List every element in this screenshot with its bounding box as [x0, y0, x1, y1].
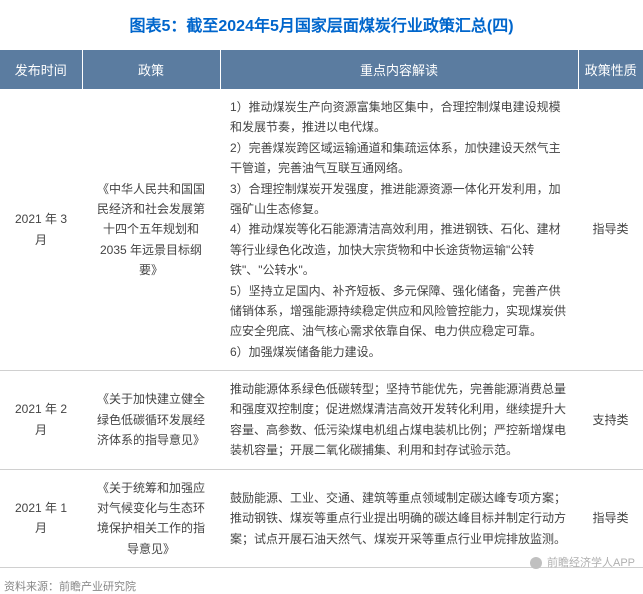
chart-title: 图表5：截至2024年5月国家层面煤炭行业政策汇总(四)	[0, 0, 643, 50]
content-line: 6）加强煤炭储备能力建设。	[230, 342, 568, 362]
cell-nature: 支持类	[578, 371, 643, 470]
content-line: 3）合理控制煤炭开发强度，推进能源资源一体化开发利用，加强矿山生态修复。	[230, 179, 568, 220]
cell-time: 2021 年 1 月	[0, 469, 82, 568]
table-row: 2021 年 1 月《关于统筹和加强应对气候变化与生态环境保护相关工作的指导意见…	[0, 469, 643, 568]
watermark-icon	[530, 557, 542, 569]
cell-time: 2021 年 3 月	[0, 89, 82, 371]
cell-time: 2021 年 2 月	[0, 371, 82, 470]
header-time: 发布时间	[0, 50, 82, 89]
policy-table: 发布时间 政策 重点内容解读 政策性质 2021 年 3 月《中华人民共和国国民…	[0, 50, 643, 568]
header-content: 重点内容解读	[220, 50, 578, 89]
content-line: 推动能源体系绿色低碳转型；坚持节能优先，完善能源消费总量和强度双控制度；促进燃煤…	[230, 379, 568, 461]
content-line: 5）坚持立足国内、补齐短板、多元保障、强化储备，完善产供储销体系，增强能源持续稳…	[230, 281, 568, 342]
content-line: 鼓励能源、工业、交通、建筑等重点领域制定碳达峰专项方案；推动钢铁、煤炭等重点行业…	[230, 488, 568, 549]
header-nature: 政策性质	[578, 50, 643, 89]
table-row: 2021 年 2 月《关于加快建立健全绿色低碳循环发展经济体系的指导意见》推动能…	[0, 371, 643, 470]
header-policy: 政策	[82, 50, 220, 89]
watermark: 前瞻经济学人APP	[530, 554, 635, 570]
cell-content: 鼓励能源、工业、交通、建筑等重点领域制定碳达峰专项方案；推动钢铁、煤炭等重点行业…	[220, 469, 578, 568]
table-row: 2021 年 3 月《中华人民共和国国民经济和社会发展第十四个五年规划和2035…	[0, 89, 643, 371]
watermark-text: 前瞻经济学人APP	[547, 557, 635, 569]
cell-nature: 指导类	[578, 89, 643, 371]
cell-nature: 指导类	[578, 469, 643, 568]
cell-policy: 《关于统筹和加强应对气候变化与生态环境保护相关工作的指导意见》	[82, 469, 220, 568]
content-line: 2）完善煤炭跨区域运输通道和集疏运体系，加快建设天然气主干管道，完善油气互联互通…	[230, 138, 568, 179]
cell-content: 推动能源体系绿色低碳转型；坚持节能优先，完善能源消费总量和强度双控制度；促进燃煤…	[220, 371, 578, 470]
source-label: 资料来源：前瞻产业研究院	[0, 568, 643, 594]
content-line: 1）推动煤炭生产向资源富集地区集中，合理控制煤电建设规模和发展节奏，推进以电代煤…	[230, 97, 568, 138]
cell-policy: 《关于加快建立健全绿色低碳循环发展经济体系的指导意见》	[82, 371, 220, 470]
table-header-row: 发布时间 政策 重点内容解读 政策性质	[0, 50, 643, 89]
cell-content: 1）推动煤炭生产向资源富集地区集中，合理控制煤电建设规模和发展节奏，推进以电代煤…	[220, 89, 578, 371]
content-line: 4）推动煤炭等化石能源清洁高效利用，推进钢铁、石化、建材等行业绿色化改造，加快大…	[230, 219, 568, 280]
cell-policy: 《中华人民共和国国民经济和社会发展第十四个五年规划和2035 年远景目标纲要》	[82, 89, 220, 371]
